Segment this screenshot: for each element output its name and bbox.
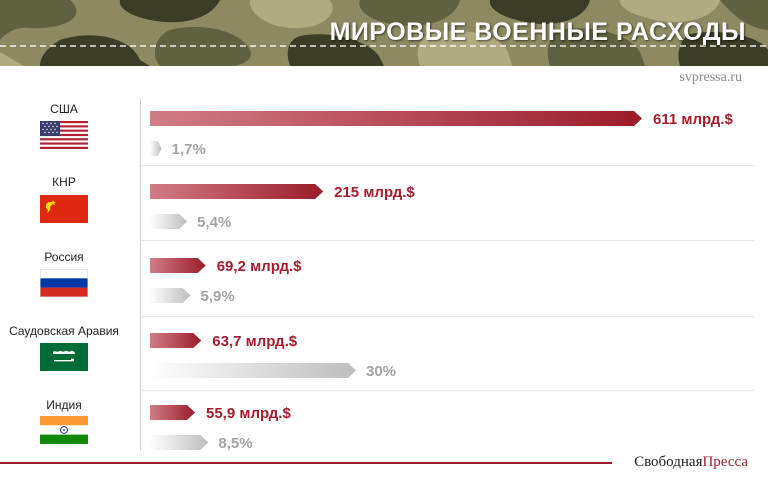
percent-value-label: 8,5% — [218, 435, 252, 452]
spending-bar — [150, 258, 206, 273]
brand-part-2: Пресса — [702, 454, 748, 470]
spending-bar — [150, 184, 324, 199]
spending-value-label: 215 млрд.$ — [334, 184, 415, 201]
country-label-saudi: Саудовская Аравия — [9, 324, 119, 338]
country-label-china: КНР — [52, 175, 76, 189]
source-label: svpressa.ru — [679, 70, 742, 85]
axis-line — [140, 98, 141, 450]
percent-bar — [150, 288, 191, 303]
spending-bar — [150, 405, 196, 420]
percent-value-label: 5,9% — [201, 288, 235, 305]
camouflage-pattern — [0, 0, 768, 66]
spending-value-label: 55,9 млрд.$ — [206, 405, 291, 422]
russia-flag-icon — [40, 269, 88, 297]
percent-value-label: 1,7% — [172, 141, 206, 158]
spending-value-label: 611 млрд.$ — [653, 111, 733, 128]
percent-bar — [150, 435, 209, 450]
saudi-flag-icon — [40, 343, 88, 371]
row-separator — [141, 316, 755, 317]
spending-bar — [150, 111, 642, 126]
us-flag-icon — [40, 121, 88, 149]
percent-value-label: 30% — [366, 363, 396, 380]
china-flag-icon — [40, 195, 88, 223]
spending-value-label: 69,2 млрд.$ — [217, 258, 302, 275]
row-separator — [141, 240, 755, 241]
spending-value-label: 63,7 млрд.$ — [212, 333, 297, 350]
row-separator — [141, 165, 755, 166]
footer-divider — [0, 462, 612, 464]
camouflage-banner: МИРОВЫЕ ВОЕННЫЕ РАСХОДЫ — [0, 0, 768, 66]
percent-bar — [150, 141, 162, 156]
country-label-usa: США — [50, 102, 78, 116]
brand-logo: СвободнаяПресса — [634, 454, 748, 471]
percent-value-label: 5,4% — [197, 214, 231, 231]
india-flag-icon — [40, 416, 88, 444]
spending-bar — [150, 333, 202, 348]
page-title: МИРОВЫЕ ВОЕННЫЕ РАСХОДЫ — [329, 18, 746, 46]
brand-part-1: Свободная — [634, 454, 703, 470]
percent-bar — [150, 214, 188, 229]
percent-bar — [150, 363, 356, 378]
country-label-russia: Россия — [44, 250, 84, 264]
country-label-india: Индия — [46, 398, 82, 412]
row-separator — [141, 390, 755, 391]
